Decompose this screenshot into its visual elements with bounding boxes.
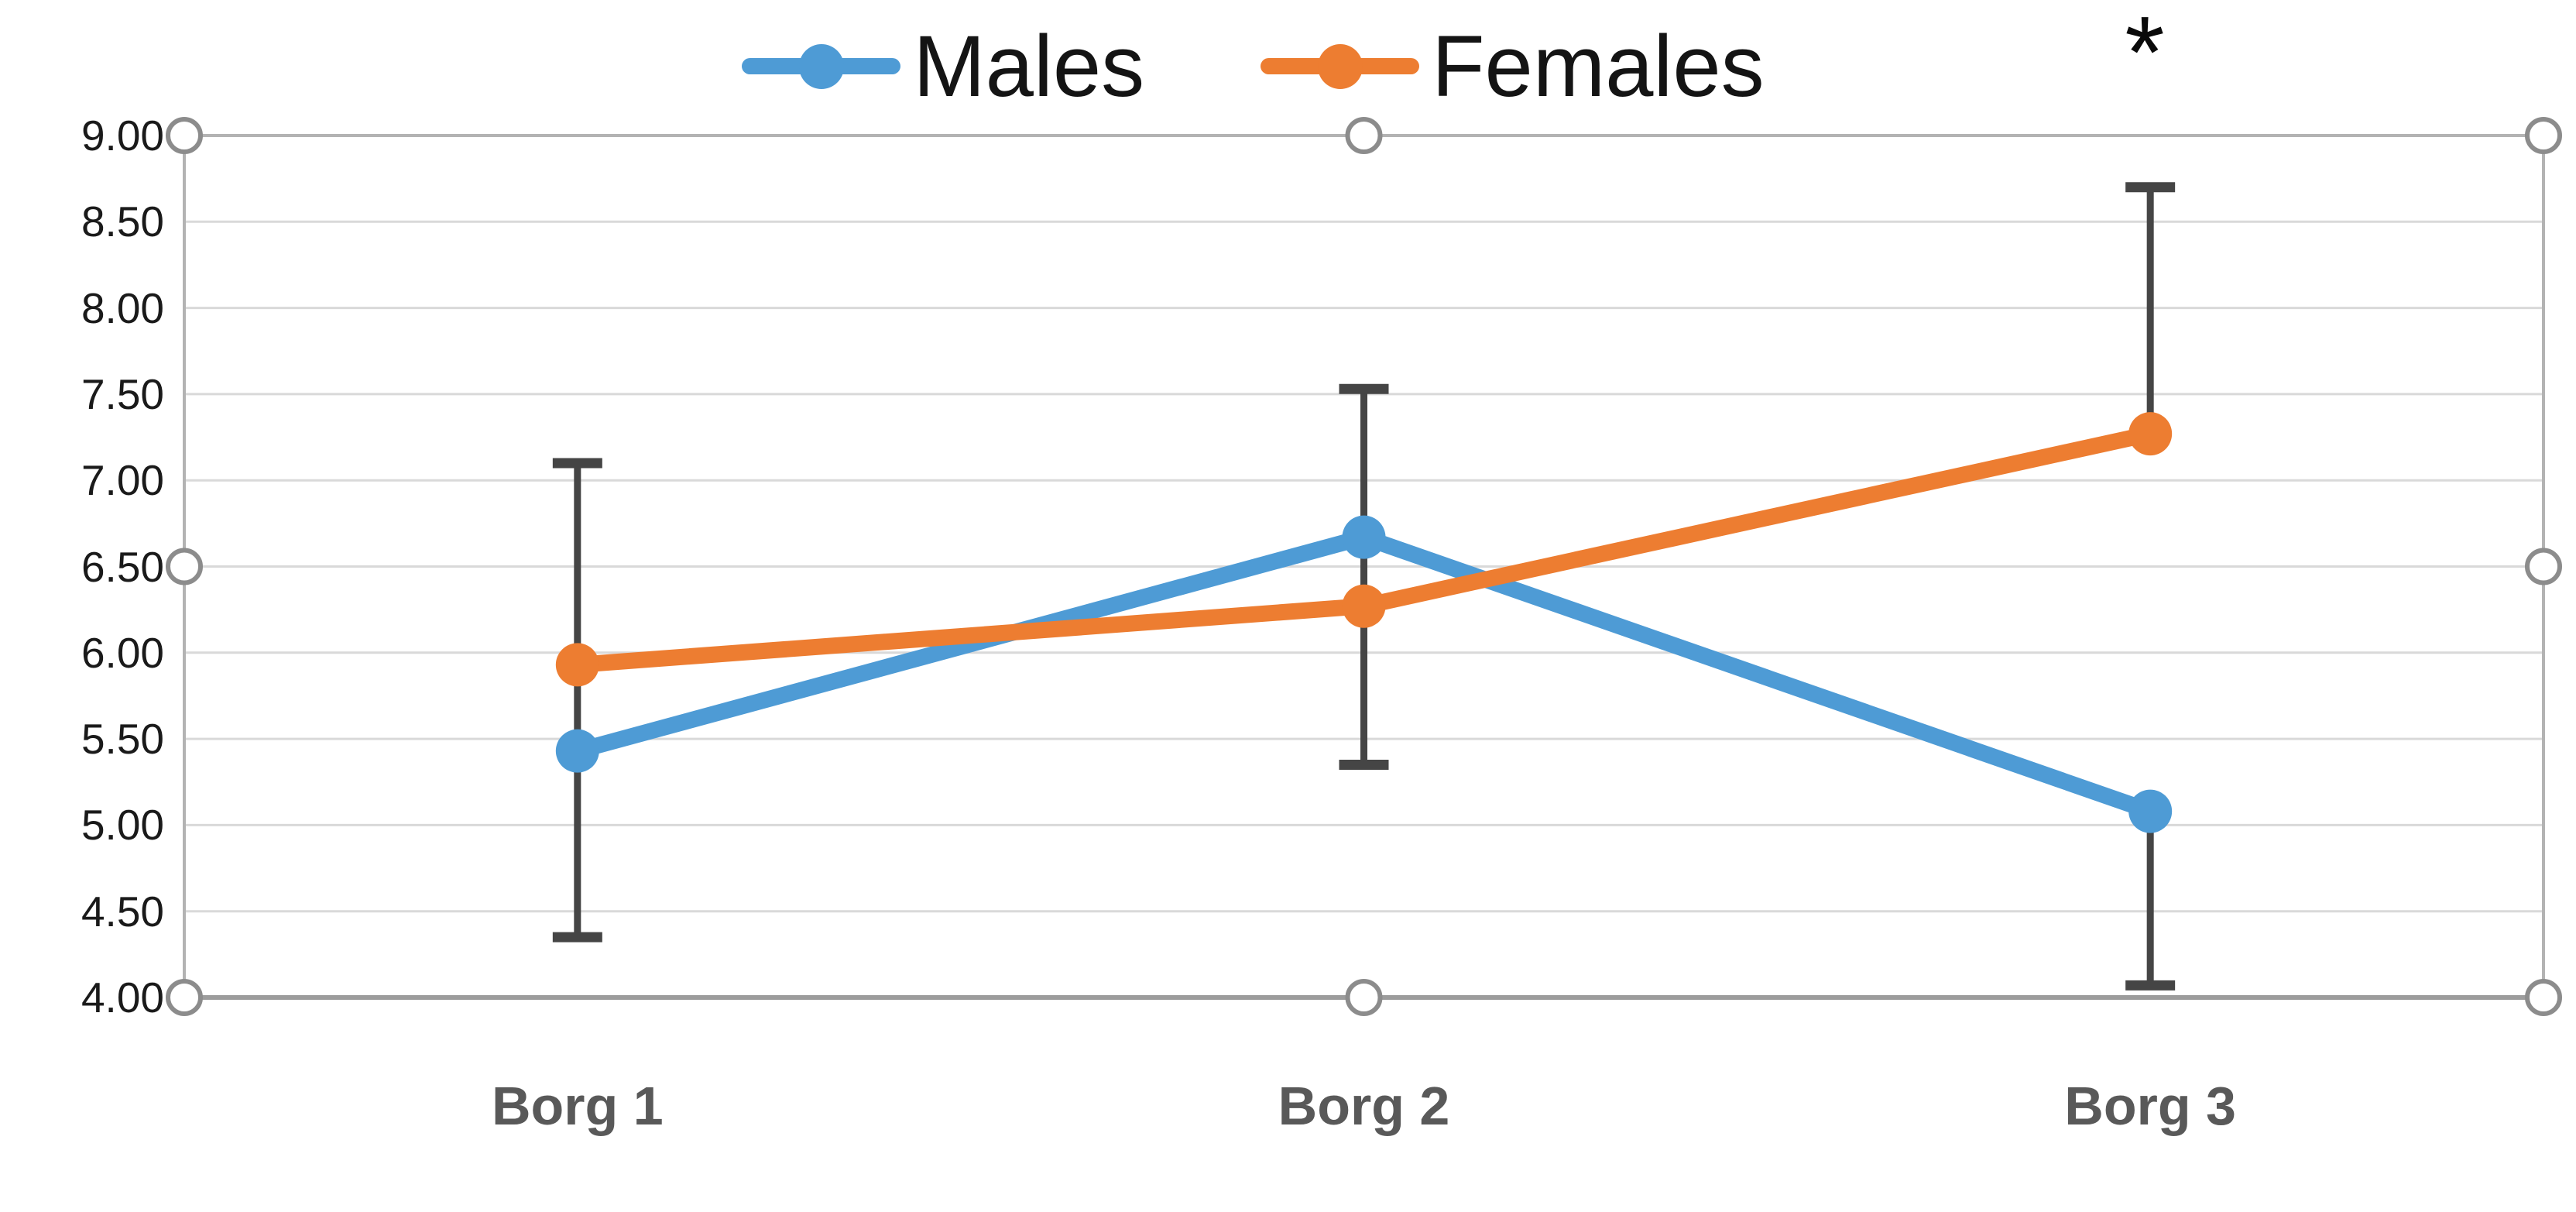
y-axis-label-9.00: 9.00 — [81, 112, 164, 160]
x-axis-label-borg-2: Borg 2 — [1278, 1076, 1450, 1136]
data-point-females-borg-2[interactable] — [1342, 584, 1386, 628]
females-line-marker-icon — [1261, 43, 1420, 90]
legend-item-males[interactable]: Males — [742, 23, 1144, 110]
selection-handle-bottom-right[interactable] — [2525, 979, 2562, 1016]
y-axis-label-4.50: 4.50 — [81, 887, 164, 936]
legend-label-females: Females — [1432, 18, 1765, 115]
selection-handle-top-left[interactable] — [166, 117, 203, 154]
selection-handle-middle-right[interactable] — [2525, 548, 2562, 585]
x-axis-label-borg-1: Borg 1 — [491, 1076, 664, 1136]
x-axis-label-borg-3: Borg 3 — [2064, 1076, 2236, 1136]
y-axis-label-5.00: 5.00 — [81, 801, 164, 850]
selection-handle-bottom-left[interactable] — [166, 979, 203, 1016]
data-point-males-borg-2[interactable] — [1342, 515, 1386, 559]
y-axis-label-6.00: 6.00 — [81, 628, 164, 677]
legend-item-females[interactable]: Females — [1261, 18, 1765, 115]
data-point-males-borg-3[interactable] — [2128, 789, 2173, 833]
y-axis-label-8.50: 8.50 — [81, 197, 164, 246]
y-axis-label-4.00: 4.00 — [81, 973, 164, 1021]
y-axis-label-7.50: 7.50 — [81, 369, 164, 418]
chart-legend: Males Females — [0, 5, 2506, 129]
legend-label-males: Males — [913, 18, 1145, 115]
data-point-males-borg-1[interactable] — [555, 729, 599, 773]
selection-handle-middle-left[interactable] — [166, 548, 203, 585]
females-legend-dot — [1317, 44, 1363, 89]
selection-handle-top-center[interactable] — [1345, 117, 1383, 154]
selection-handle-bottom-center[interactable] — [1345, 979, 1383, 1016]
data-point-females-borg-1[interactable] — [555, 643, 599, 687]
data-point-females-borg-3[interactable] — [2128, 412, 2173, 456]
selection-handle-top-right[interactable] — [2525, 117, 2562, 154]
males-line-marker-icon — [742, 43, 901, 90]
y-axis-label-6.50: 6.50 — [81, 542, 164, 591]
y-axis-label-8.00: 8.00 — [81, 283, 164, 332]
y-axis-label-7.00: 7.00 — [81, 456, 164, 505]
y-axis-label-5.50: 5.50 — [81, 715, 164, 764]
males-legend-dot — [798, 44, 844, 89]
significance-asterisk: * — [2125, 0, 2165, 109]
